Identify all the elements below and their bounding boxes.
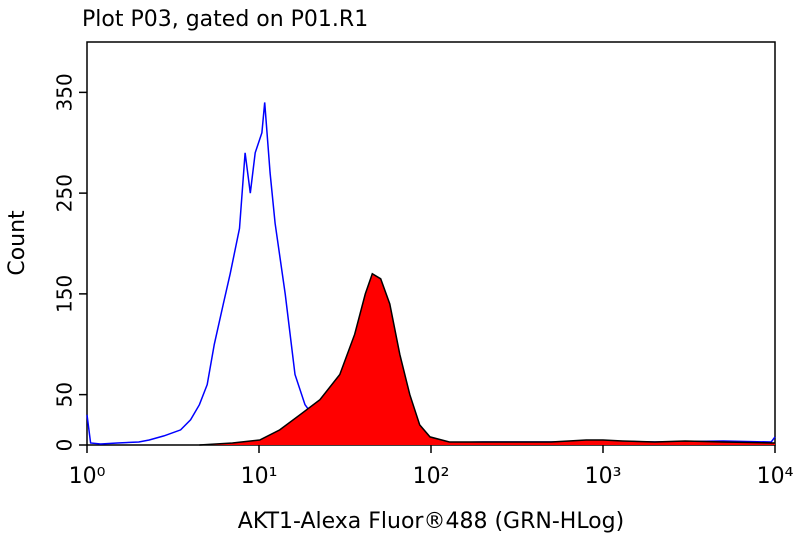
chart-title: Plot P03, gated on P01.R1 bbox=[82, 7, 368, 32]
y-tick-label: 350 bbox=[53, 73, 77, 111]
y-tick-label: 150 bbox=[53, 275, 77, 313]
x-tick-label: 10⁰ bbox=[69, 464, 106, 489]
x-tick-label: 10³ bbox=[585, 464, 622, 489]
x-axis-label: AKT1-Alexa Fluor®488 (GRN-HLog) bbox=[238, 509, 624, 534]
y-axis-label: Count bbox=[5, 210, 30, 276]
y-tick-label: 50 bbox=[53, 382, 77, 407]
x-tick-label: 10¹ bbox=[241, 464, 278, 489]
plot-frame bbox=[86, 41, 776, 446]
histogram-area bbox=[199, 273, 776, 445]
x-tick-label: 10⁴ bbox=[757, 464, 794, 489]
x-tick-label: 10² bbox=[413, 464, 450, 489]
y-tick-label: 0 bbox=[53, 439, 77, 452]
y-tick-label: 250 bbox=[53, 174, 77, 212]
histogram-line bbox=[199, 272, 776, 446]
histogram-line bbox=[86, 102, 776, 445]
